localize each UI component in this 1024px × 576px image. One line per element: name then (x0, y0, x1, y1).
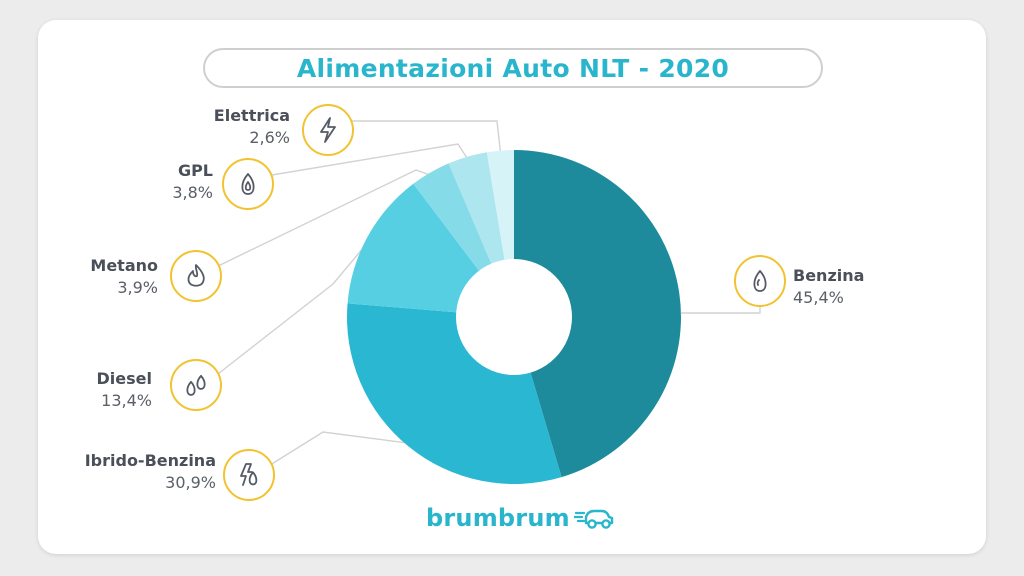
label-percent: 13,4% (101, 391, 152, 410)
label-metano: Metano 3,9% (90, 255, 158, 299)
label-diesel: Diesel 13,4% (97, 368, 152, 412)
leader-line-benzina (681, 306, 761, 314)
label-name: GPL (177, 161, 213, 180)
label-gpl: GPL 3,8% (172, 160, 213, 204)
brand-logo: brumbrum (426, 503, 614, 533)
chart-title: Alimentazioni Auto NLT - 2020 (296, 53, 730, 83)
label-benzina: Benzina 45,4% (793, 265, 864, 309)
leader-line-ibrido-benzina (266, 431, 412, 468)
label-ibrido-benzina: Ibrido-Benzina 30,9% (85, 450, 216, 494)
label-elettrica: Elettrica 2,6% (214, 105, 290, 149)
label-name: Diesel (96, 369, 152, 388)
label-name: Benzina (793, 266, 865, 285)
bolt-icon (320, 117, 336, 143)
icon-ring-ibrido-benzina (223, 449, 275, 501)
icon-ring-gpl (222, 158, 274, 210)
label-percent: 30,9% (165, 473, 216, 492)
leader-lines (213, 120, 761, 468)
icon-circles (170, 104, 786, 501)
drop-icon (753, 270, 767, 292)
brand-name: brumbrum (426, 504, 570, 532)
icon-ring-diesel (170, 359, 222, 411)
label-percent: 3,8% (172, 183, 213, 202)
double-drop-icon (186, 374, 206, 396)
hybrid-bolt-drop-icon (240, 463, 258, 486)
gas-drop-icon (241, 173, 255, 195)
slice-benzina (514, 150, 682, 478)
label-name: Ibrido-Benzina (84, 451, 216, 470)
leader-line-metano (213, 169, 433, 269)
label-name: Metano (90, 256, 158, 275)
leader-line-gpl (265, 143, 470, 177)
flame-icon (187, 264, 205, 287)
label-name: Elettrica (213, 106, 290, 125)
chart-title-pill: Alimentazioni Auto NLT - 2020 (203, 48, 823, 88)
icon-ring-benzina (734, 255, 786, 307)
label-percent: 3,9% (117, 278, 158, 297)
icon-ring-elettrica (302, 104, 354, 156)
label-percent: 2,6% (249, 128, 290, 147)
leader-line-diesel (213, 238, 372, 378)
donut-hole (456, 259, 572, 375)
label-percent: 45,4% (793, 288, 844, 307)
car-icon (573, 509, 614, 529)
leader-line-elettrica (352, 120, 502, 155)
